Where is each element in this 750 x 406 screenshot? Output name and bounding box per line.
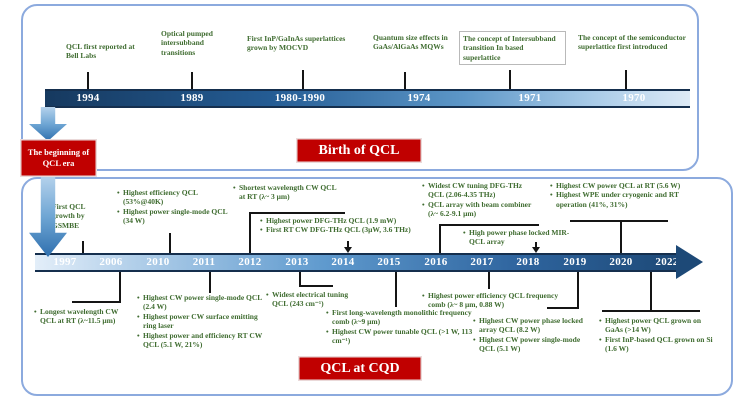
year-label: 2020 xyxy=(609,256,633,268)
connector-2010 xyxy=(169,233,171,253)
connector-1994 xyxy=(87,72,89,89)
connector-2020 xyxy=(570,220,668,222)
connector-2019 xyxy=(547,307,579,309)
connector-2016 xyxy=(439,224,441,253)
year-label: 1997 xyxy=(53,256,77,268)
connector-2012 xyxy=(249,212,251,253)
beginning-of-qcl-era-label: The beginning of QCL era xyxy=(20,139,97,177)
year-label: 1971 xyxy=(518,92,542,104)
event-2016-above: Widest CW tuning DFG-THz QCL (2.06-4.35 … xyxy=(421,181,534,219)
event-2017-below: Highest power efficiency QCL frequency c… xyxy=(421,291,561,310)
event-1974: Quantum size effects in GaAs/AlGaAs MQWs xyxy=(373,33,448,52)
year-label: 2012 xyxy=(238,256,262,268)
year-label: 2010 xyxy=(146,256,170,268)
connector-1971 xyxy=(509,70,511,89)
event-2010-above: Highest efficiency QCL (53%@40K) Highest… xyxy=(116,188,228,226)
right-arrow-icon xyxy=(676,245,703,279)
down-arrow-icon xyxy=(344,247,352,253)
year-label: 2014 xyxy=(331,256,355,268)
event-2018-above: High power phase locked MIR-QCL array xyxy=(462,228,572,247)
connector-1974 xyxy=(404,72,406,89)
event-2015-below: First long-wavelength monolithic frequen… xyxy=(325,308,485,346)
connector-2013 xyxy=(299,272,301,287)
connector-2006 xyxy=(119,272,121,303)
connector-1997 xyxy=(82,241,84,253)
connector-1989 xyxy=(191,72,193,89)
event-1970: The concept of the semiconductor superla… xyxy=(578,33,686,52)
event-2011-below: Highest CW power single-mode QCL (2.4 W)… xyxy=(136,293,269,349)
year-label: 2006 xyxy=(99,256,123,268)
year-label: 2015 xyxy=(377,256,401,268)
year-label: 2013 xyxy=(285,256,309,268)
qcl-at-cqd-title: QCL at CQD xyxy=(298,356,422,381)
year-label: 1980-1990 xyxy=(274,92,326,104)
event-1994: QCL first reported at Bell Labs xyxy=(66,42,135,61)
connector-2017 xyxy=(488,272,490,289)
event-1971: The concept of Intersubband transition I… xyxy=(459,31,566,66)
year-label: 2022 xyxy=(655,256,679,268)
year-label: 2018 xyxy=(516,256,540,268)
event-2006-below: Longest wavelength CW QCL at RT (λ~11.5 … xyxy=(33,307,123,326)
event-1980-1990: First InP/GaInAs superlattices grown by … xyxy=(247,34,346,53)
connector-2022 xyxy=(602,310,700,312)
timeline-bar-birth: 1994 1989 1980-1990 1974 1971 1970 xyxy=(45,89,690,108)
year-label: 2011 xyxy=(192,256,216,268)
connector-2020 xyxy=(620,220,622,253)
event-2014-above: Highest power DFG-THz QCL (1.9 mW) First… xyxy=(259,216,444,235)
event-2013-below: Widest electrical tuning QCL (243 cm⁻¹) xyxy=(265,290,353,309)
year-label: 2017 xyxy=(470,256,494,268)
event-2022-below: Highest power QCL grown on GaAs (>14 W) … xyxy=(598,316,713,354)
year-label: 2019 xyxy=(563,256,587,268)
timeline-bar-cqd: 1997 2006 2010 2011 2012 2013 2014 2015 … xyxy=(35,253,679,272)
year-label: 1989 xyxy=(180,92,204,104)
event-2020-above: Highest CW power QCL at RT (5.6 W) Highe… xyxy=(549,181,699,209)
event-1989: Optical pumped intersubband transitions xyxy=(161,29,213,57)
connector-1980-1990 xyxy=(302,70,304,89)
connector-2022 xyxy=(650,272,652,312)
event-2012-above: Shortest wavelength CW QCL at RT (λ~ 3 μ… xyxy=(232,183,337,202)
connector-2011 xyxy=(209,272,211,293)
connector-2012 xyxy=(249,212,345,214)
connector-2015 xyxy=(395,272,397,307)
connector-2019 xyxy=(577,272,579,309)
down-arrow-icon xyxy=(532,247,540,253)
connector-2013 xyxy=(299,285,333,287)
connector-2014 xyxy=(347,241,349,248)
connector-2006 xyxy=(72,301,121,303)
year-label: 1974 xyxy=(407,92,431,104)
birth-of-qcl-title: Birth of QCL xyxy=(296,138,422,163)
event-2019-below: Highest CW power phase locked array QCL … xyxy=(472,316,587,354)
year-label: 1970 xyxy=(622,92,646,104)
connector-2016 xyxy=(439,224,539,226)
connector-1970 xyxy=(625,70,627,89)
year-label: 1994 xyxy=(76,92,100,104)
year-label: 2016 xyxy=(424,256,448,268)
